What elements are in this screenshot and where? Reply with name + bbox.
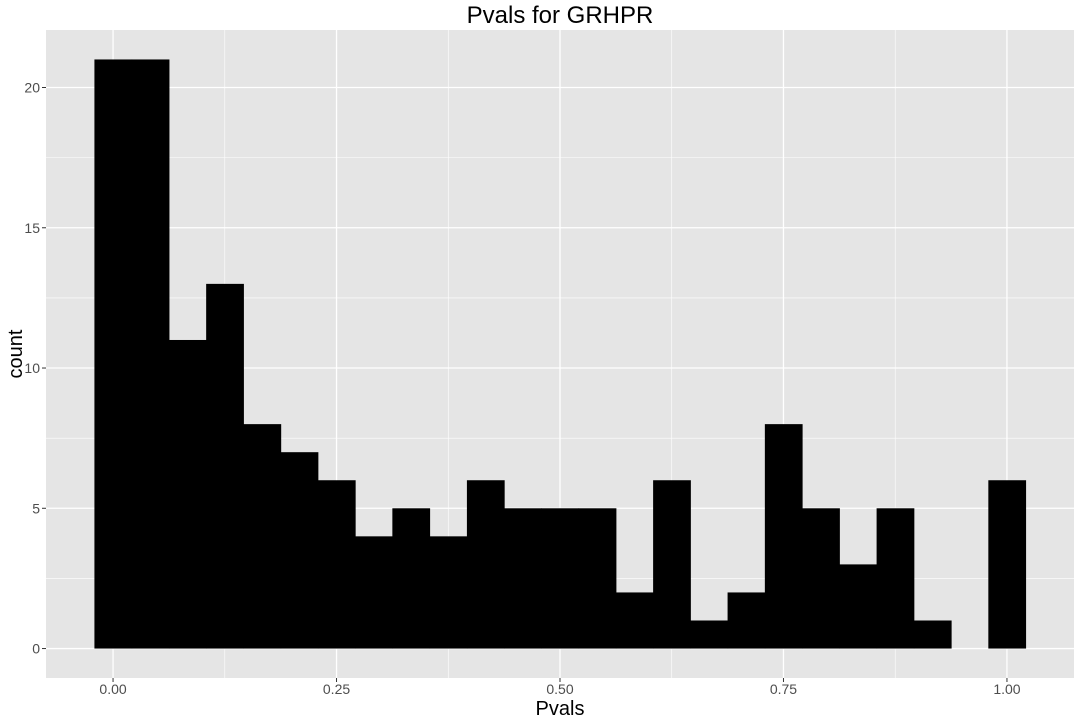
y-axis-title: count <box>5 329 27 378</box>
x-tick-label: 0.25 <box>323 681 350 697</box>
y-tick-label: 15 <box>24 220 40 236</box>
histogram-bars <box>94 59 1027 649</box>
histogram-bar <box>206 283 244 649</box>
histogram-bar <box>653 480 691 649</box>
histogram-bar <box>802 508 840 649</box>
histogram-bar <box>988 480 1027 649</box>
histogram-bar <box>839 564 878 649</box>
y-axis-ticks: 0 5 10 15 20 <box>24 80 46 657</box>
histogram-bar <box>280 452 319 649</box>
x-axis-ticks: 0.00 0.25 0.50 0.75 1.00 <box>99 678 1021 697</box>
chart-title: Pvals for GRHPR <box>467 2 654 29</box>
histogram-bar <box>466 480 505 649</box>
histogram-bar <box>541 508 580 649</box>
histogram-bar <box>355 536 393 649</box>
x-tick-label: 1.00 <box>993 681 1020 697</box>
histogram-bar <box>392 508 431 649</box>
histogram-bar <box>429 536 468 649</box>
histogram-bar <box>131 59 170 649</box>
x-tick-label: 0.00 <box>99 681 126 697</box>
x-axis-title: Pvals <box>536 698 585 720</box>
y-tick-label: 10 <box>24 360 40 376</box>
histogram-bar <box>94 59 133 649</box>
histogram-bar <box>504 508 542 649</box>
histogram-bar <box>615 592 654 649</box>
histogram-bar <box>578 508 617 649</box>
x-tick-label: 0.50 <box>546 681 573 697</box>
histogram-bar <box>727 592 766 649</box>
histogram-bar <box>876 508 915 649</box>
x-tick-label: 0.75 <box>770 681 797 697</box>
histogram-bar <box>913 620 952 649</box>
y-tick-label: 5 <box>32 500 40 516</box>
histogram-bar <box>317 480 356 649</box>
histogram-bar <box>243 424 282 649</box>
histogram-bar <box>764 424 803 649</box>
y-tick-label: 20 <box>24 80 40 96</box>
histogram-bar <box>168 339 207 649</box>
y-tick-label: 0 <box>32 641 40 657</box>
histogram-bar <box>690 620 729 649</box>
